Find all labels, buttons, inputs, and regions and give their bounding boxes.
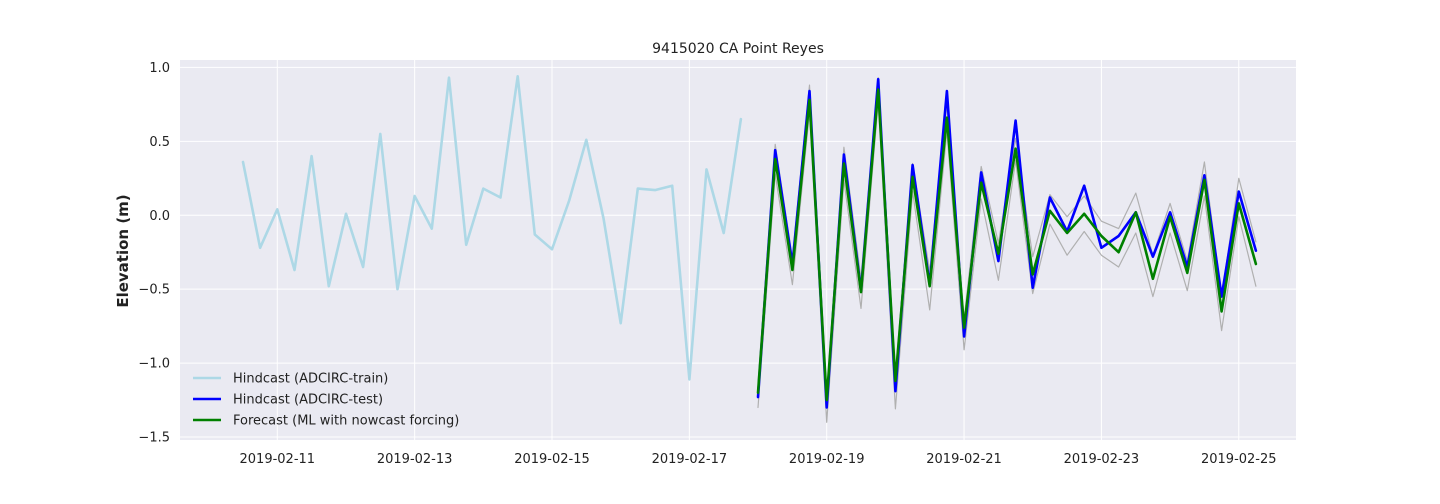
x-tick-label: 2019-02-11 (240, 452, 316, 467)
x-tick-label: 2019-02-15 (514, 452, 590, 467)
y-tick-labels: 1.0 0.5 0.0 −0.5 −1.0 −1.5 (138, 61, 170, 446)
y-tick-label: 1.0 (149, 61, 170, 76)
x-tick-labels: 2019-02-11 2019-02-13 2019-02-15 2019-02-17… (240, 452, 1277, 467)
series-line (241, 75, 743, 381)
y-tick-label: −0.5 (138, 283, 170, 298)
legend: Hindcast (ADCIRC-train) Hindcast (ADCIRC-… (193, 372, 459, 429)
x-tick-label: 2019-02-21 (926, 452, 1002, 467)
x-tick-label: 2019-02-19 (789, 452, 865, 467)
chart-title: 9415020 CA Point Reyes (652, 41, 824, 57)
x-tick-label: 2019-02-25 (1201, 452, 1277, 467)
x-tick-label: 2019-02-17 (652, 452, 728, 467)
series-line (756, 88, 1258, 402)
legend-entry: Hindcast (ADCIRC-train) (233, 372, 388, 387)
legend-entry: Forecast (ML with nowcast forcing) (233, 414, 459, 429)
series-lines (241, 75, 1258, 423)
y-tick-label: 0.5 (149, 135, 170, 150)
y-tick-label: −1.5 (138, 431, 170, 446)
y-tick-label: −1.0 (138, 357, 170, 372)
y-tick-label: 0.0 (149, 209, 170, 224)
y-axis-label: Elevation (m) (114, 194, 132, 307)
x-tick-label: 2019-02-23 (1064, 452, 1140, 467)
x-tick-label: 2019-02-13 (377, 452, 453, 467)
legend-entry: Hindcast (ADCIRC-test) (233, 393, 383, 408)
